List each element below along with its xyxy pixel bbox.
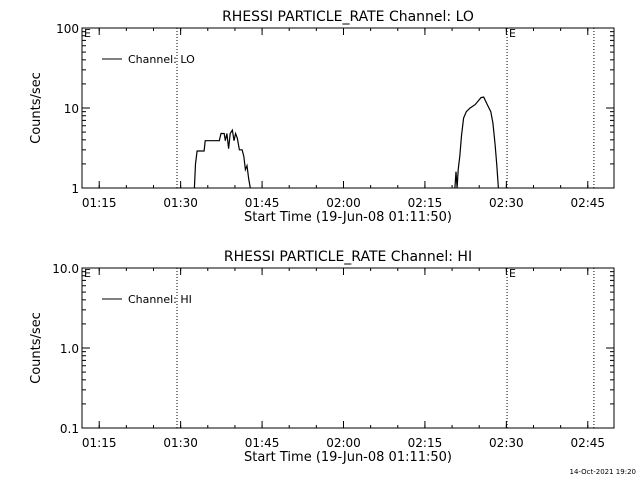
panel-1-y-tick-label: 100 — [56, 22, 79, 36]
panel-1-legend-label: Channel: LO — [128, 53, 195, 66]
panel-2-x-tick-label: 01:45 — [245, 436, 280, 450]
panel-1-series-line-2 — [454, 96, 499, 189]
panel-1-event-marker-label: E — [509, 27, 516, 40]
panel-1-x-tick-label: 01:45 — [245, 196, 280, 210]
panel-2-x-tick-label: 02:15 — [408, 436, 443, 450]
panel-1-series-line-1 — [193, 128, 251, 189]
panel-1-x-tick-label: 01:15 — [82, 196, 117, 210]
panel-1-title: RHESSI PARTICLE_RATE Channel: LO — [222, 9, 474, 25]
panel-1-x-tick-label: 02:45 — [570, 196, 605, 210]
panel-1-x-tick-label: 02:00 — [326, 196, 361, 210]
panel-1-x-tick-label: 01:30 — [163, 196, 198, 210]
panel-2-x-tick-label: 01:15 — [82, 436, 117, 450]
panel-2-y-tick-label: 10.0 — [52, 262, 79, 276]
panel-1-y-tick-label: 1 — [71, 182, 79, 196]
panel-2-title: RHESSI PARTICLE_RATE Channel: HI — [224, 249, 472, 265]
panel-1-x-tick-label: 02:30 — [489, 196, 524, 210]
panel-2-y-tick-label: 1.0 — [60, 342, 79, 356]
panel-1-x-tick-label: 02:15 — [408, 196, 443, 210]
panel-2-x-axis-label: Start Time (19-Jun-08 01:11:50) — [244, 450, 452, 465]
panel-2-x-tick-label: 01:30 — [163, 436, 198, 450]
panel-2-y-tick-label: 0.1 — [60, 422, 79, 436]
panel-1-x-axis-label: Start Time (19-Jun-08 01:11:50) — [244, 210, 452, 225]
panel-1-y-tick-label: 10 — [64, 102, 79, 116]
panel-2-event-marker-label: E — [509, 267, 516, 280]
panel-1-y-axis-label: Counts/sec — [29, 72, 44, 144]
panel-2-x-tick-label: 02:45 — [570, 436, 605, 450]
footer-timestamp: 14-Oct-2021 19:20 — [570, 468, 636, 476]
panel-2-corner-label: E — [84, 267, 91, 280]
panel-2-y-axis-label: Counts/sec — [29, 312, 44, 384]
panel-2-x-tick-label: 02:30 — [489, 436, 524, 450]
panel-1-corner-label: E — [84, 27, 91, 40]
panel-2-x-tick-label: 02:00 — [326, 436, 361, 450]
panel-2-legend-label: Channel: HI — [128, 293, 192, 306]
